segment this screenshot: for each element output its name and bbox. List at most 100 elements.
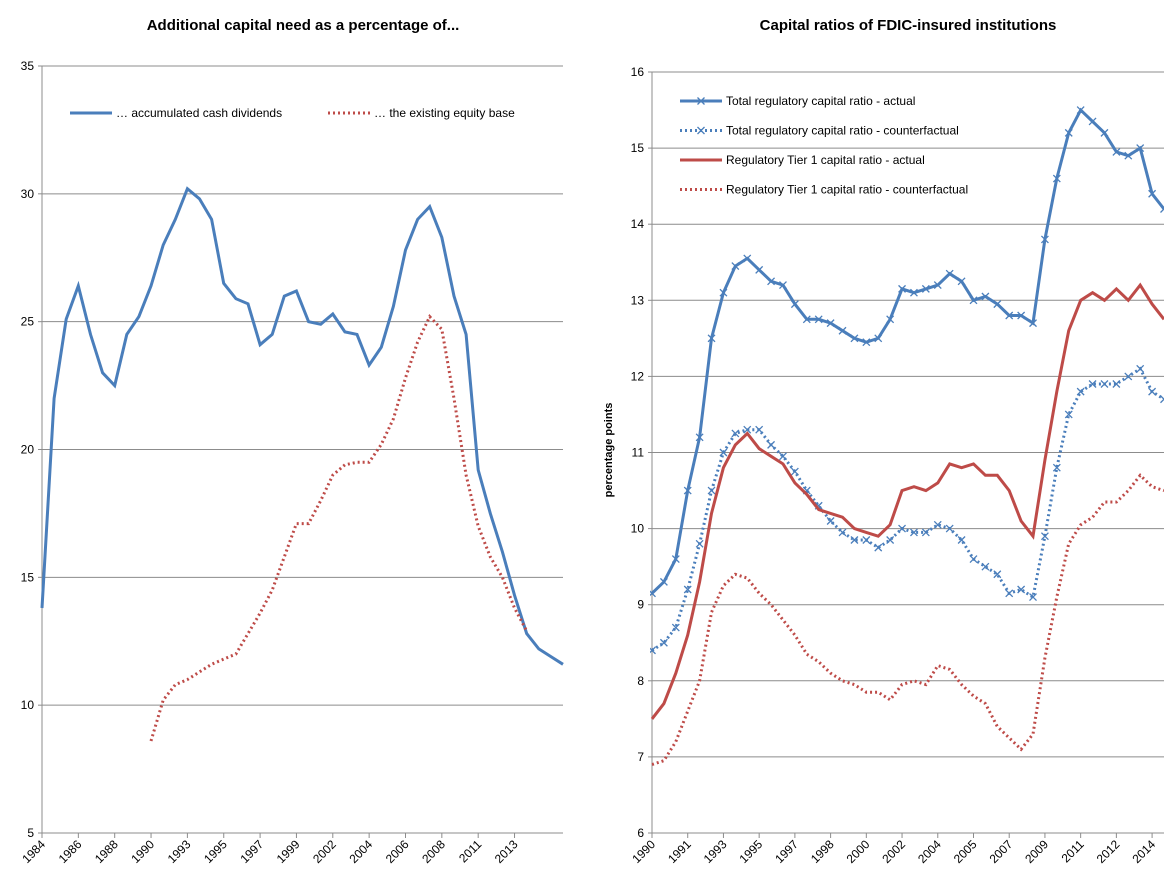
point-marker [719, 448, 728, 457]
y-tick-label: 8 [637, 674, 644, 688]
point-marker [790, 300, 799, 309]
x-tick-label: 1991 [665, 837, 694, 866]
y-tick-label: 5 [27, 826, 34, 840]
x-tick-label: 1999 [274, 837, 303, 866]
point-marker [719, 288, 728, 297]
series-line [651, 366, 1164, 652]
point-marker [743, 254, 752, 263]
point-marker [1100, 128, 1109, 137]
point-marker [671, 555, 680, 563]
x-tick-label: 2006 [383, 837, 412, 866]
x-tick-label: 2011 [1059, 837, 1087, 865]
point-marker [921, 528, 930, 537]
x-tick-label: 2005 [951, 837, 980, 866]
x-tick-label: 2012 [1094, 837, 1123, 866]
y-axis-label: percentage points [603, 403, 615, 498]
point-marker [743, 425, 752, 434]
point-marker [779, 281, 787, 290]
point-marker [993, 300, 1002, 309]
point-marker [1136, 144, 1145, 153]
x-tick-label: 2011 [456, 837, 484, 865]
point-marker [1148, 387, 1157, 396]
x-tick-label: 1995 [201, 837, 230, 866]
x-tick-label: 1986 [56, 837, 85, 866]
point-marker [898, 524, 907, 533]
x-tick-label: 1997 [237, 837, 266, 866]
point-marker [707, 486, 716, 495]
point-marker [838, 528, 847, 537]
point-marker [993, 570, 1002, 579]
point-marker [1160, 205, 1164, 213]
x-tick-label: 1990 [128, 837, 157, 866]
point-marker [695, 433, 704, 442]
point-marker [683, 585, 692, 594]
x-tick-label: 1997 [772, 837, 801, 866]
y-tick-label: 7 [637, 750, 644, 764]
point-marker [981, 292, 990, 301]
point-marker [1088, 380, 1097, 388]
x-tick-label: 2004 [346, 837, 375, 866]
point-marker [886, 536, 895, 544]
x-tick-label: 2002 [310, 837, 339, 866]
point-marker [1052, 174, 1061, 183]
point-marker [886, 315, 895, 324]
legend-label: Total regulatory capital ratio - actual [726, 94, 915, 108]
x-tick-label: 1988 [92, 837, 121, 866]
x-tick-label: 2007 [987, 837, 1016, 866]
legend-label: … the existing equity base [374, 106, 515, 120]
point-marker [957, 277, 966, 286]
chart-title: Additional capital need as a percentage … [147, 17, 460, 34]
point-marker [707, 334, 716, 343]
y-tick-label: 35 [21, 59, 35, 73]
point-marker [826, 319, 835, 328]
point-marker [1148, 189, 1157, 198]
x-tick-label: 1984 [19, 837, 48, 866]
point-marker [862, 338, 871, 347]
point-marker [909, 288, 918, 297]
point-marker [731, 262, 740, 271]
y-tick-label: 12 [631, 369, 645, 383]
point-marker [945, 524, 954, 533]
y-tick-label: 16 [631, 65, 645, 79]
point-marker [731, 429, 740, 438]
point-marker [1088, 117, 1097, 126]
chart-title: Capital ratios of FDIC-insured instituti… [760, 17, 1057, 34]
point-marker [969, 296, 978, 305]
x-tick-label: 1993 [165, 837, 194, 866]
point-marker [1040, 235, 1049, 244]
y-tick-label: 6 [637, 826, 644, 840]
point-marker [1136, 364, 1145, 373]
series-line [650, 282, 1164, 720]
point-marker [874, 543, 883, 552]
point-marker [1076, 106, 1085, 115]
point-marker [826, 517, 835, 525]
point-marker [1064, 410, 1073, 419]
legend-label: Regulatory Tier 1 capital ratio - counte… [726, 183, 968, 197]
legend-label: Regulatory Tier 1 capital ratio - actual [726, 153, 925, 167]
point-marker [1100, 380, 1109, 388]
point-marker [650, 589, 656, 598]
y-tick-label: 15 [631, 141, 645, 155]
x-tick-label: 2014 [1129, 837, 1158, 866]
y-tick-label: 13 [631, 293, 645, 307]
x-tick-label: 2002 [879, 837, 908, 866]
point-marker [838, 326, 847, 335]
x-tick-label: 2004 [915, 837, 944, 866]
point-marker [1112, 147, 1121, 156]
x-tick-label: 1995 [737, 837, 766, 866]
legend-marker [697, 126, 705, 135]
point-marker [659, 577, 668, 586]
y-tick-label: 10 [21, 698, 35, 712]
point-marker [1005, 589, 1014, 598]
point-marker [767, 277, 776, 286]
point-marker [755, 425, 764, 434]
x-tick-label: 1993 [701, 837, 730, 866]
point-marker [957, 536, 966, 544]
point-marker [969, 555, 978, 563]
point-marker [933, 281, 942, 290]
point-marker [1029, 593, 1037, 602]
point-marker [1112, 380, 1121, 388]
point-marker [1029, 319, 1037, 328]
point-marker [650, 646, 656, 655]
